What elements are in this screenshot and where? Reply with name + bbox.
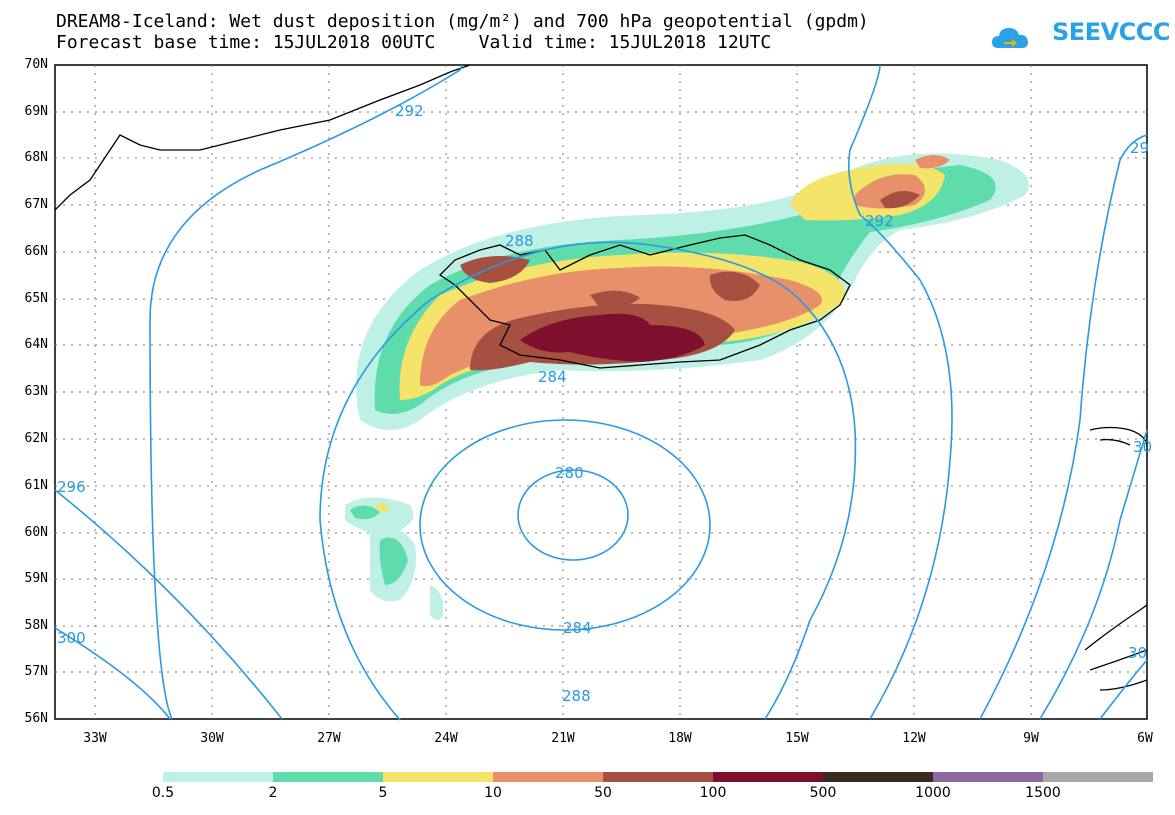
lat-label: 64N — [24, 337, 48, 352]
lat-label: 65N — [24, 291, 48, 306]
lon-label: 27W — [317, 731, 341, 746]
coastline — [54, 64, 1148, 691]
contour-label: 30 — [1133, 438, 1152, 456]
contour-label: 296 — [57, 478, 86, 496]
legend-label: 5 — [378, 785, 388, 801]
lat-label: 69N — [24, 104, 48, 119]
legend-label: 0.5 — [151, 785, 175, 801]
lon-label: 9W — [1023, 731, 1039, 746]
legend-label: 1000 — [915, 785, 951, 801]
legend-label: 1500 — [1025, 785, 1061, 801]
contour-label: 280 — [555, 464, 584, 482]
geopotential-contours — [54, 64, 1148, 721]
map-title: DREAM8-Iceland: Wet dust deposition (mg/… — [56, 11, 869, 32]
contour-label: 288 — [562, 687, 591, 705]
legend-label: 10 — [484, 785, 502, 801]
contour-labels: 280 284 284 288 288 292 292 29 296 300 3… — [57, 102, 1152, 705]
legend-label: 50 — [594, 785, 612, 801]
lon-label: 30W — [200, 731, 224, 746]
lon-label: 33W — [83, 731, 107, 746]
lat-label: 57N — [24, 664, 48, 679]
lon-label: 21W — [551, 731, 575, 746]
lon-label: 12W — [902, 731, 926, 746]
lon-label: 18W — [668, 731, 692, 746]
logo-text: SEEVCCC — [1052, 18, 1171, 46]
lat-label: 67N — [24, 197, 48, 212]
lat-label: 59N — [24, 571, 48, 586]
lat-label: 61N — [24, 478, 48, 493]
lat-label: 58N — [24, 618, 48, 633]
contour-label: 284 — [538, 368, 567, 386]
contour-label: 288 — [505, 232, 534, 250]
contour-label: 29 — [1130, 139, 1149, 157]
legend-label: 2 — [268, 785, 278, 801]
contour-label: 30 — [1128, 644, 1147, 662]
lat-label: 70N — [24, 57, 48, 72]
legend-label: 500 — [809, 785, 837, 801]
lat-label: 63N — [24, 384, 48, 399]
legend-bar — [163, 772, 1153, 782]
lat-label: 62N — [24, 431, 48, 446]
lat-label: 56N — [24, 711, 48, 726]
contour-label: 292 — [395, 102, 424, 120]
lon-label: 6W — [1137, 731, 1153, 746]
contour-label: 300 — [57, 629, 86, 647]
lon-label: 15W — [785, 731, 809, 746]
contour-label: 284 — [563, 619, 592, 637]
cloud-logo-icon — [992, 28, 1028, 48]
dust-plume — [345, 153, 1030, 620]
lat-label: 60N — [24, 525, 48, 540]
contour-label: 292 — [865, 212, 894, 230]
lon-label: 24W — [434, 731, 458, 746]
lat-label: 68N — [24, 150, 48, 165]
map-subtitle: Forecast base time: 15JUL2018 00UTC Vali… — [56, 32, 772, 53]
legend-label: 100 — [699, 785, 727, 801]
lat-label: 66N — [24, 244, 48, 259]
